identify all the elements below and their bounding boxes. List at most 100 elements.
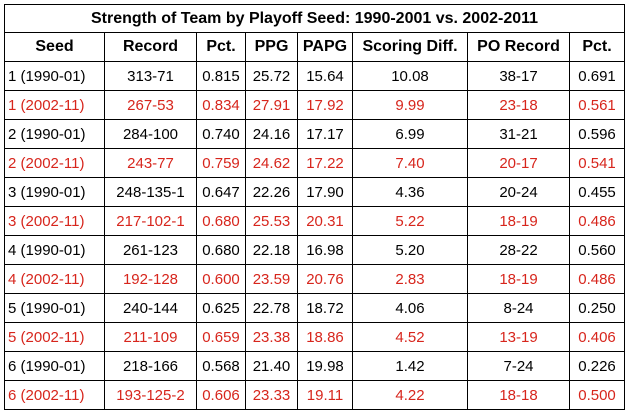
seed-cell: 6 (1990-01)	[4, 351, 105, 381]
table-row: 1 (1990-01) 313-71 0.815 25.72 15.64 10.08 38-…	[4, 61, 626, 91]
table-row: 2 (1990-01) 284-100 0.740 24.16 17.17 6.99 31-…	[4, 119, 626, 149]
po-record-cell: 20-17	[467, 148, 570, 178]
col-header-seed: Seed	[4, 32, 105, 62]
table-row: 6 (1990-01) 218-166 0.568 21.40 19.98 1.42 7-2…	[4, 351, 626, 381]
col-header-ppg: PPG	[245, 32, 298, 62]
ppg-cell: 25.53	[245, 206, 298, 236]
pct-cell: 0.680	[196, 235, 246, 265]
seed-cell: 4 (2002-11)	[4, 264, 105, 294]
pct-cell: 0.647	[196, 177, 246, 207]
pct-cell: 0.606	[196, 380, 246, 410]
record-cell: 192-128	[104, 264, 197, 294]
table-row: 4 (1990-01) 261-123 0.680 22.18 16.98 5.20 28-…	[4, 235, 626, 265]
header-row: Seed Record Pct. PPG PAPG Scoring Diff. …	[4, 32, 626, 62]
po-pct-cell: 0.560	[568, 235, 626, 265]
seed-cell: 1 (1990-01)	[4, 61, 105, 91]
record-cell: 211-109	[104, 322, 197, 352]
po-record-cell: 20-24	[467, 177, 570, 207]
po-record-cell: 13-19	[467, 322, 570, 352]
seed-cell: 5 (1990-01)	[4, 293, 105, 323]
pct-cell: 0.834	[196, 90, 246, 120]
seed-cell: 2 (1990-01)	[4, 119, 105, 149]
table-row: 5 (1990-01) 240-144 0.625 22.78 18.72 4.06 8-2…	[4, 293, 626, 323]
col-header-scoring-diff: Scoring Diff.	[352, 32, 468, 62]
record-cell: 284-100	[104, 119, 197, 149]
ppg-cell: 24.16	[245, 119, 298, 149]
po-pct-cell: 0.455	[568, 177, 626, 207]
po-record-cell: 38-17	[467, 61, 570, 91]
po-pct-cell: 0.500	[568, 380, 626, 410]
seed-cell: 1 (2002-11)	[4, 90, 105, 120]
seed-cell: 6 (2002-11)	[4, 380, 105, 410]
pct-cell: 0.600	[196, 264, 246, 294]
po-record-cell: 23-18	[467, 90, 570, 120]
table-row: 4 (2002-11) 192-128 0.600 23.59 20.76 2.83 18-…	[4, 264, 626, 294]
record-cell: 193-125-2	[104, 380, 197, 410]
scoring-diff-cell: 7.40	[352, 148, 468, 178]
ppg-cell: 25.72	[245, 61, 298, 91]
po-record-cell: 7-24	[467, 351, 570, 381]
ppg-cell: 23.59	[245, 264, 298, 294]
ppg-cell: 27.91	[245, 90, 298, 120]
papg-cell: 17.17	[297, 119, 353, 149]
po-pct-cell: 0.541	[568, 148, 626, 178]
scoring-diff-cell: 9.99	[352, 90, 468, 120]
po-pct-cell: 0.406	[568, 322, 626, 352]
ppg-cell: 23.33	[245, 380, 298, 410]
pct-cell: 0.568	[196, 351, 246, 381]
scoring-diff-cell: 2.83	[352, 264, 468, 294]
po-record-cell: 31-21	[467, 119, 570, 149]
ppg-cell: 22.26	[245, 177, 298, 207]
table-title: Strength of Team by Playoff Seed: 1990-2…	[3, 4, 626, 33]
scoring-diff-cell: 4.36	[352, 177, 468, 207]
scoring-diff-cell: 5.20	[352, 235, 468, 265]
scoring-diff-cell: 5.22	[352, 206, 468, 236]
papg-cell: 17.22	[297, 148, 353, 178]
seed-strength-table: Strength of Team by Playoff Seed: 1990-2…	[3, 4, 626, 410]
po-record-cell: 18-19	[467, 206, 570, 236]
table-row: 3 (2002-11) 217-102-1 0.680 25.53 20.31 5.22 1…	[4, 206, 626, 236]
scoring-diff-cell: 1.42	[352, 351, 468, 381]
table-row: 3 (1990-01) 248-135-1 0.647 22.26 17.90 4.36 2…	[4, 177, 626, 207]
ppg-cell: 22.18	[245, 235, 298, 265]
po-record-cell: 28-22	[467, 235, 570, 265]
table-row: 5 (2002-11) 211-109 0.659 23.38 18.86 4.52 13-…	[4, 322, 626, 352]
po-pct-cell: 0.486	[568, 206, 626, 236]
papg-cell: 20.76	[297, 264, 353, 294]
record-cell: 267-53	[104, 90, 197, 120]
po-pct-cell: 0.561	[568, 90, 626, 120]
table-row: 6 (2002-11) 193-125-2 0.606 23.33 19.11 4.22 1…	[4, 380, 626, 410]
ppg-cell: 21.40	[245, 351, 298, 381]
seed-strength-table-container: Strength of Team by Playoff Seed: 1990-2…	[3, 4, 626, 410]
pct-cell: 0.659	[196, 322, 246, 352]
record-cell: 243-77	[104, 148, 197, 178]
scoring-diff-cell: 4.06	[352, 293, 468, 323]
po-record-cell: 18-19	[467, 264, 570, 294]
record-cell: 313-71	[104, 61, 197, 91]
record-cell: 218-166	[104, 351, 197, 381]
seed-cell: 3 (2002-11)	[4, 206, 105, 236]
po-pct-cell: 0.250	[568, 293, 626, 323]
papg-cell: 20.31	[297, 206, 353, 236]
po-pct-cell: 0.226	[568, 351, 626, 381]
ppg-cell: 24.62	[245, 148, 298, 178]
po-record-cell: 8-24	[467, 293, 570, 323]
papg-cell: 17.90	[297, 177, 353, 207]
pct-cell: 0.625	[196, 293, 246, 323]
col-header-po-pct: Pct.	[568, 32, 626, 62]
table-title-row: Strength of Team by Playoff Seed: 1990-2…	[3, 4, 626, 33]
seed-cell: 5 (2002-11)	[4, 322, 105, 352]
ppg-cell: 22.78	[245, 293, 298, 323]
col-header-record: Record	[104, 32, 197, 62]
pct-cell: 0.680	[196, 206, 246, 236]
po-pct-cell: 0.596	[568, 119, 626, 149]
record-cell: 261-123	[104, 235, 197, 265]
record-cell: 217-102-1	[104, 206, 197, 236]
pct-cell: 0.740	[196, 119, 246, 149]
papg-cell: 17.92	[297, 90, 353, 120]
col-header-papg: PAPG	[297, 32, 353, 62]
po-record-cell: 18-18	[467, 380, 570, 410]
po-pct-cell: 0.486	[568, 264, 626, 294]
record-cell: 248-135-1	[104, 177, 197, 207]
papg-cell: 19.11	[297, 380, 353, 410]
